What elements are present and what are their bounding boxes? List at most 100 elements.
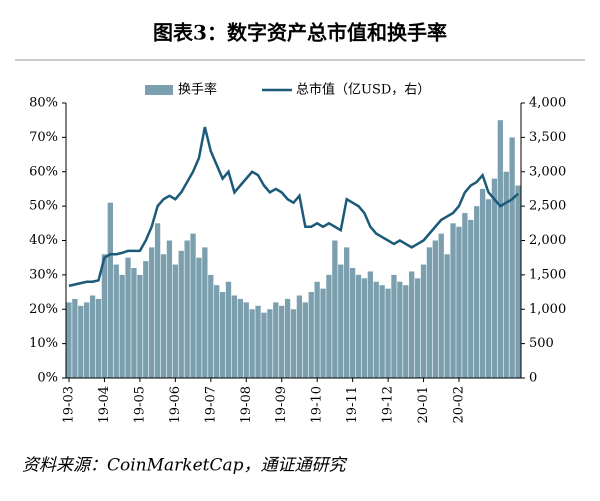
y-tick-label: 10% — [29, 336, 58, 351]
y2-tick-label: 3,500 — [529, 130, 566, 145]
bar — [84, 302, 90, 378]
bar — [184, 240, 190, 378]
bar — [208, 274, 214, 378]
y2-tick-label: 500 — [529, 336, 554, 351]
bar — [261, 312, 267, 378]
y-tick-label: 0% — [37, 371, 58, 386]
bar — [273, 302, 279, 378]
y2-tick-label: 2,000 — [529, 233, 566, 248]
bar — [485, 199, 492, 378]
bar — [72, 298, 78, 378]
bar — [267, 309, 273, 378]
bar — [403, 285, 409, 378]
bar — [131, 268, 137, 378]
bar — [491, 178, 498, 378]
bar — [367, 271, 373, 378]
bar — [379, 285, 385, 378]
bar — [214, 285, 220, 378]
bar — [320, 288, 326, 378]
bar — [190, 233, 196, 378]
x-tick-label: 19-07 — [203, 386, 218, 423]
bar — [409, 271, 415, 378]
bar — [219, 292, 226, 378]
bar — [479, 188, 486, 378]
bar — [107, 202, 113, 378]
bar — [95, 298, 102, 378]
bar — [426, 247, 433, 378]
x-tick-label: 20-01 — [416, 386, 431, 423]
bar — [172, 264, 178, 378]
bar — [385, 288, 391, 378]
bar — [196, 257, 202, 378]
bar — [468, 219, 474, 378]
bar — [456, 226, 462, 378]
bar — [497, 120, 503, 378]
bar — [113, 264, 119, 378]
bar — [296, 295, 303, 378]
bar — [160, 254, 167, 378]
bar — [474, 206, 480, 378]
bar — [349, 268, 356, 378]
bar — [397, 281, 403, 378]
x-tick-label: 20-02 — [452, 386, 467, 423]
bar — [432, 240, 438, 378]
legend-label: 换手率 — [178, 82, 217, 98]
bar — [515, 185, 521, 378]
bar — [101, 254, 108, 378]
x-tick-label: 19-09 — [274, 386, 289, 423]
x-tick-label: 19-03 — [62, 386, 77, 423]
bar — [154, 223, 161, 378]
x-tick-label: 19-08 — [239, 386, 254, 423]
bar — [178, 250, 184, 378]
bar — [302, 302, 308, 378]
y-tick-label: 20% — [29, 302, 58, 317]
y2-tick-label: 2,500 — [529, 199, 566, 214]
bar — [249, 309, 255, 378]
y-tick-label: 80% — [29, 96, 58, 111]
bar — [414, 278, 421, 378]
bar — [66, 302, 72, 378]
bar — [149, 247, 155, 378]
y-tick-label: 40% — [29, 233, 58, 248]
y2-tick-label: 1,500 — [529, 267, 566, 282]
bar — [125, 257, 131, 378]
bar — [361, 278, 368, 378]
bar — [166, 240, 173, 378]
x-tick-label: 19-10 — [310, 386, 325, 423]
bar — [308, 292, 314, 378]
bar — [462, 213, 468, 378]
bar — [391, 274, 397, 378]
bar — [225, 281, 232, 378]
bar — [314, 281, 320, 378]
legend-swatch — [145, 85, 173, 95]
bar — [119, 274, 125, 378]
y2-tick-label: 1,000 — [529, 302, 566, 317]
bar — [89, 295, 96, 378]
bar — [420, 264, 427, 378]
bar — [503, 171, 509, 378]
bar — [332, 240, 338, 378]
y-tick-label: 50% — [29, 199, 58, 214]
bar — [255, 305, 261, 378]
bar — [279, 305, 285, 378]
bar — [444, 254, 450, 378]
y2-tick-label: 0 — [529, 371, 537, 386]
bar — [344, 247, 350, 378]
x-tick-label: 19-06 — [168, 386, 183, 423]
bar — [231, 295, 238, 378]
bar — [78, 305, 84, 378]
bar — [243, 302, 249, 378]
bar — [355, 274, 362, 378]
y2-tick-label: 3,000 — [529, 164, 566, 179]
x-tick-label: 19-12 — [381, 386, 396, 423]
bar — [237, 298, 243, 378]
bar — [509, 137, 515, 378]
x-tick-label: 19-04 — [97, 386, 112, 423]
bar — [284, 298, 291, 378]
y-tick-label: 70% — [29, 130, 58, 145]
x-tick-label: 19-11 — [345, 386, 360, 423]
market-cap-line — [68, 126, 519, 288]
source-note: 资料来源：CoinMarketCap，通证通研究 — [22, 456, 348, 476]
y2-tick-label: 4,000 — [529, 96, 566, 111]
